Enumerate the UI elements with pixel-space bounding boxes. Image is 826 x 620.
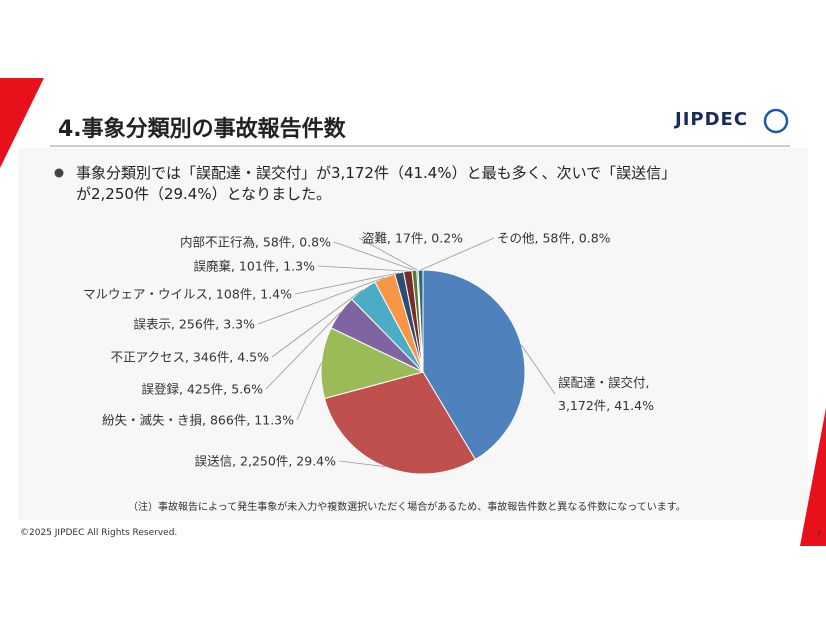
leader-line xyxy=(294,272,400,295)
data-label: 誤廃棄, 101件, 1.3% xyxy=(193,258,315,274)
leader-line xyxy=(358,237,418,271)
pie-chart xyxy=(257,237,556,475)
red-corner xyxy=(0,78,44,168)
red-corner xyxy=(800,408,826,546)
slide: 4.事象分類別の事故報告件数 JIPDEC 事象分類別では「誤配達・誤交付」が3… xyxy=(0,78,826,546)
leader-line xyxy=(520,344,556,395)
pie-slice xyxy=(417,269,424,373)
data-label: その他, 58件, 0.8% xyxy=(497,230,611,246)
pie-slice xyxy=(320,327,425,400)
header-bar xyxy=(18,100,808,148)
leader-line xyxy=(265,312,341,390)
data-label: 誤配達・誤交付, 3,172件, 41.4% xyxy=(558,375,654,413)
leader-line xyxy=(317,265,408,272)
bullet-line: が2,250件（29.4%）となりました。 xyxy=(76,185,332,203)
bullet-dot xyxy=(54,168,64,178)
data-label: 盗難, 17件, 0.2% xyxy=(362,230,464,246)
data-label: 誤表示, 256件, 3.3% xyxy=(133,316,255,332)
data-label: 内部不正行為, 58件, 0.8% xyxy=(179,234,331,250)
data-label: 誤登録, 425件, 5.6% xyxy=(141,381,263,397)
leader-line xyxy=(271,289,363,358)
bullet-line: 事象分類別では「誤配達・誤交付」が3,172件（41.4%）と最も多く、次いで「… xyxy=(76,164,677,182)
leader-line xyxy=(257,277,385,325)
logo: JIPDEC xyxy=(675,109,749,130)
leader-line xyxy=(333,241,415,271)
page-number: 7 xyxy=(816,530,822,539)
leader-line xyxy=(420,237,495,271)
leader-line xyxy=(296,362,322,421)
data-label: 不正アクセス, 346件, 4.5% xyxy=(110,349,269,365)
data-label: 誤送信, 2,250件, 29.4% xyxy=(194,453,336,469)
data-label: 紛失・滅失・き損, 866件, 11.3% xyxy=(102,412,294,428)
note: （注）事故報告によって発生事象が未入力や複数選択いただく場合があるため、事故報告… xyxy=(128,502,686,513)
slide-title: 4.事象分類別の事故報告件数 xyxy=(58,117,346,142)
pie-slice xyxy=(323,371,477,475)
data-label: マルウェア・ウイルス, 108件, 1.4% xyxy=(82,286,292,302)
leader-line xyxy=(338,460,385,467)
copyright: ©2025 JIPDEC All Rights Reserved. xyxy=(20,528,178,538)
logo-mark xyxy=(763,108,789,134)
